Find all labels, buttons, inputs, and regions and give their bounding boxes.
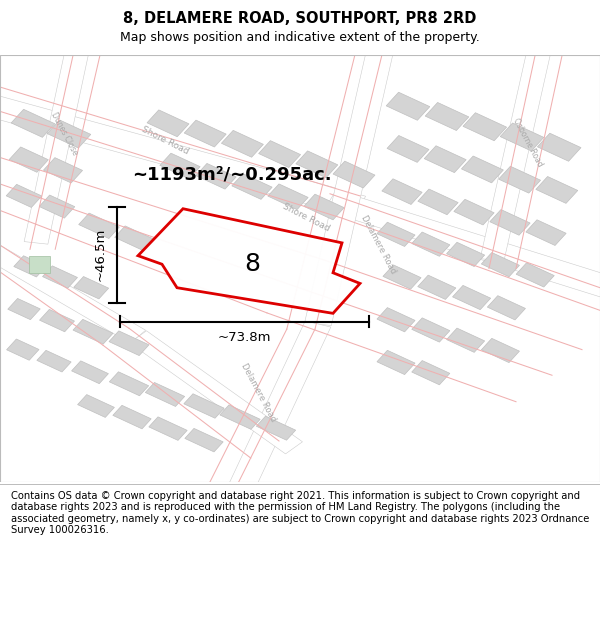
Polygon shape — [196, 163, 236, 189]
Polygon shape — [446, 242, 485, 266]
Text: Delamere Road: Delamere Road — [239, 361, 277, 423]
Text: Contains OS data © Crown copyright and database right 2021. This information is : Contains OS data © Crown copyright and d… — [11, 491, 589, 536]
Text: Delamere Road: Delamere Road — [359, 214, 397, 276]
Polygon shape — [480, 45, 552, 261]
Polygon shape — [160, 153, 200, 179]
Text: Map shows position and indicative extent of the property.: Map shows position and indicative extent… — [120, 31, 480, 44]
Polygon shape — [452, 286, 491, 309]
Polygon shape — [11, 109, 55, 138]
Polygon shape — [536, 176, 578, 203]
Polygon shape — [424, 146, 466, 172]
Polygon shape — [184, 394, 224, 418]
Polygon shape — [149, 417, 187, 441]
Polygon shape — [77, 394, 115, 418]
Text: 8, DELAMERE ROAD, SOUTHPORT, PR8 2RD: 8, DELAMERE ROAD, SOUTHPORT, PR8 2RD — [124, 11, 476, 26]
Polygon shape — [220, 405, 260, 429]
Text: ~46.5m: ~46.5m — [93, 228, 106, 281]
Polygon shape — [221, 131, 263, 158]
Polygon shape — [71, 361, 109, 384]
Polygon shape — [377, 222, 415, 246]
Polygon shape — [538, 133, 581, 161]
Polygon shape — [130, 331, 302, 454]
Polygon shape — [115, 226, 155, 251]
Polygon shape — [185, 428, 223, 452]
Polygon shape — [516, 262, 554, 287]
Polygon shape — [490, 209, 530, 235]
Polygon shape — [109, 372, 149, 396]
Polygon shape — [526, 220, 566, 246]
Polygon shape — [256, 416, 296, 440]
Polygon shape — [296, 151, 338, 178]
Text: Shore Road: Shore Road — [281, 201, 331, 233]
Polygon shape — [39, 195, 75, 218]
Polygon shape — [418, 275, 456, 299]
Polygon shape — [43, 266, 77, 288]
Bar — [29, 256, 50, 272]
Polygon shape — [487, 296, 526, 320]
Polygon shape — [73, 319, 113, 344]
Polygon shape — [74, 276, 109, 299]
Text: Dunes Close: Dunes Close — [50, 111, 80, 157]
Text: ~1193m²/~0.295ac.: ~1193m²/~0.295ac. — [132, 166, 332, 184]
Polygon shape — [47, 120, 91, 148]
Polygon shape — [425, 102, 469, 131]
Polygon shape — [259, 141, 301, 168]
Polygon shape — [377, 351, 415, 374]
Polygon shape — [446, 328, 485, 352]
Polygon shape — [500, 123, 544, 151]
Polygon shape — [386, 92, 430, 120]
Polygon shape — [9, 147, 49, 173]
Polygon shape — [412, 232, 450, 256]
Polygon shape — [499, 166, 541, 193]
Polygon shape — [14, 256, 46, 277]
Polygon shape — [145, 382, 185, 406]
Polygon shape — [40, 309, 74, 332]
Polygon shape — [43, 158, 83, 183]
Polygon shape — [109, 331, 149, 356]
Polygon shape — [6, 184, 42, 208]
Polygon shape — [383, 265, 421, 289]
Polygon shape — [268, 184, 308, 209]
Polygon shape — [37, 351, 71, 372]
Polygon shape — [324, 190, 600, 304]
Polygon shape — [232, 174, 272, 199]
Polygon shape — [24, 45, 90, 244]
Polygon shape — [304, 194, 344, 220]
Polygon shape — [481, 253, 520, 277]
Polygon shape — [481, 338, 520, 362]
Polygon shape — [377, 308, 415, 332]
Polygon shape — [387, 136, 429, 162]
Text: Osborne Road: Osborne Road — [511, 117, 545, 168]
Polygon shape — [113, 406, 151, 429]
Text: ~73.8m: ~73.8m — [218, 331, 271, 344]
Polygon shape — [138, 209, 360, 313]
Polygon shape — [418, 189, 458, 215]
Polygon shape — [461, 156, 503, 183]
Polygon shape — [0, 89, 365, 217]
Polygon shape — [147, 110, 189, 137]
Polygon shape — [0, 232, 146, 343]
Polygon shape — [454, 199, 494, 225]
Polygon shape — [7, 339, 39, 360]
Polygon shape — [412, 361, 450, 385]
Polygon shape — [412, 318, 450, 342]
Polygon shape — [8, 299, 40, 319]
Polygon shape — [333, 161, 375, 188]
Polygon shape — [305, 45, 394, 326]
Text: Shore Road: Shore Road — [140, 124, 190, 156]
Polygon shape — [463, 112, 506, 141]
Polygon shape — [184, 120, 226, 147]
Text: 8: 8 — [244, 253, 260, 276]
Polygon shape — [221, 321, 331, 506]
Polygon shape — [79, 213, 119, 239]
Polygon shape — [382, 179, 422, 204]
